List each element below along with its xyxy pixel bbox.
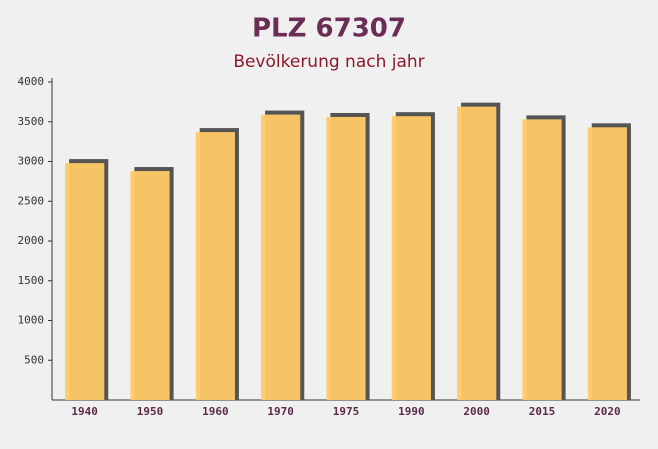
x-tick-label: 1970 xyxy=(267,405,294,418)
x-tick-label: 2020 xyxy=(594,405,621,418)
bar xyxy=(261,114,301,400)
bar xyxy=(522,119,562,401)
y-tick-label: 3500 xyxy=(18,115,45,128)
x-tick-label: 2015 xyxy=(529,405,556,418)
x-tick-label: 1975 xyxy=(333,405,360,418)
y-tick-label: 1500 xyxy=(18,274,45,287)
y-tick-label: 2500 xyxy=(18,194,45,207)
chart-title: PLZ 67307 xyxy=(252,14,406,44)
bar xyxy=(457,106,497,401)
x-tick-label: 1990 xyxy=(398,405,425,418)
bar xyxy=(65,163,105,400)
bar xyxy=(326,116,366,400)
y-tick-label: 1000 xyxy=(18,314,45,327)
x-tick-label: 1950 xyxy=(137,405,164,418)
x-tick-label: 1960 xyxy=(202,405,229,418)
bar xyxy=(587,127,627,400)
x-tick-label: 2000 xyxy=(463,405,490,418)
x-tick-label: 1940 xyxy=(71,405,98,418)
y-tick-label: 500 xyxy=(24,353,44,366)
y-tick-label: 4000 xyxy=(18,75,45,88)
bar xyxy=(130,171,170,400)
chart-subtitle: Bevölkerung nach jahr xyxy=(233,52,424,72)
y-tick-label: 3000 xyxy=(18,155,45,168)
bar xyxy=(391,116,431,400)
bar xyxy=(195,132,235,400)
y-tick-label: 2000 xyxy=(18,234,45,247)
